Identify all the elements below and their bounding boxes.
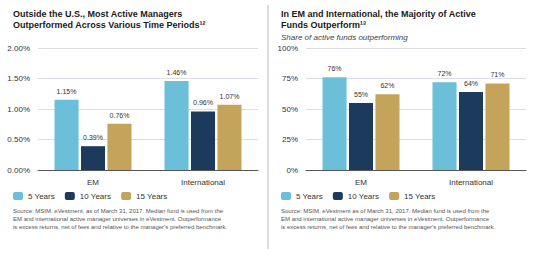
svg-text:10 Years: 10 Years (80, 192, 111, 201)
svg-text:Outperformed Across Various Ti: Outperformed Across Various Time Periods… (13, 20, 206, 30)
svg-text:EM: EM (87, 178, 99, 187)
svg-text:EM and international active ma: EM and international active manager univ… (13, 216, 222, 222)
svg-text:0.00%: 0.00% (7, 166, 30, 175)
svg-text:Source: MSIM, eVestment as of: Source: MSIM, eVestment as of March 31, … (281, 208, 490, 214)
svg-text:71%: 71% (490, 71, 504, 78)
svg-text:0%: 0% (286, 166, 298, 175)
svg-text:In EM and International, the M: In EM and International, the Majority of… (281, 9, 476, 19)
svg-text:is excess returns, net of fees: is excess returns, net of fees and relat… (281, 224, 496, 230)
svg-text:50%: 50% (282, 105, 298, 114)
svg-text:0.76%: 0.76% (110, 112, 130, 119)
svg-text:1.07%: 1.07% (220, 93, 240, 100)
svg-text:EM: EM (355, 178, 367, 187)
svg-text:Share of active funds outperfo: Share of active funds outperforming (281, 33, 408, 42)
svg-text:International: International (181, 178, 225, 187)
svg-text:5 Years: 5 Years (28, 192, 55, 201)
svg-text:Source: MSIM, eVestment, as of: Source: MSIM, eVestment, as of March 31,… (13, 208, 224, 214)
svg-text:62%: 62% (380, 82, 394, 89)
svg-text:15 Years: 15 Years (136, 192, 167, 201)
svg-text:0.96%: 0.96% (193, 99, 213, 106)
svg-text:2.00%: 2.00% (7, 44, 30, 53)
svg-text:Funds Outperform¹³: Funds Outperform¹³ (281, 20, 366, 30)
svg-text:25%: 25% (282, 135, 298, 144)
svg-text:Outside the U.S., Most Active: Outside the U.S., Most Active Managers (13, 9, 182, 19)
svg-text:72%: 72% (438, 70, 452, 77)
svg-text:EM and international active ma: EM and international active manager univ… (281, 216, 490, 222)
svg-text:0.50%: 0.50% (7, 135, 30, 144)
svg-text:64%: 64% (464, 80, 478, 87)
svg-text:75%: 75% (282, 74, 298, 83)
svg-text:15 Years: 15 Years (404, 192, 435, 201)
svg-text:International: International (449, 178, 493, 187)
svg-text:76%: 76% (328, 65, 342, 72)
svg-text:1.50%: 1.50% (7, 74, 30, 83)
svg-text:5 Years: 5 Years (296, 192, 323, 201)
svg-text:55%: 55% (354, 91, 368, 98)
svg-text:1.00%: 1.00% (7, 105, 30, 114)
svg-text:0.39%: 0.39% (83, 134, 103, 141)
svg-text:10 Years: 10 Years (348, 192, 379, 201)
svg-text:1.46%: 1.46% (167, 69, 187, 76)
svg-text:100%: 100% (278, 44, 298, 53)
svg-text:is excess returns, net of fees: is excess returns, net of fees and relat… (13, 224, 228, 230)
svg-text:1.15%: 1.15% (57, 88, 77, 95)
